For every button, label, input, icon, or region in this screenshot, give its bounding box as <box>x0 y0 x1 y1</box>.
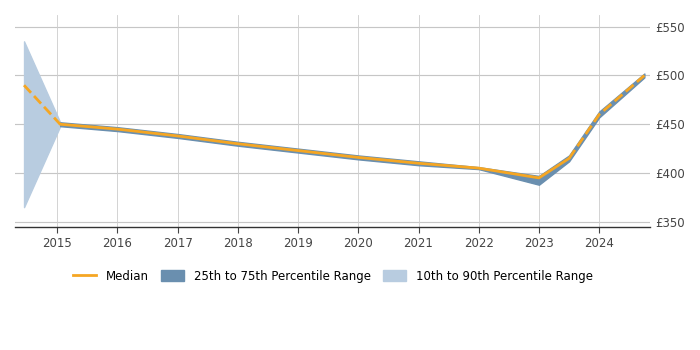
Legend: Median, 25th to 75th Percentile Range, 10th to 90th Percentile Range: Median, 25th to 75th Percentile Range, 1… <box>67 264 598 288</box>
